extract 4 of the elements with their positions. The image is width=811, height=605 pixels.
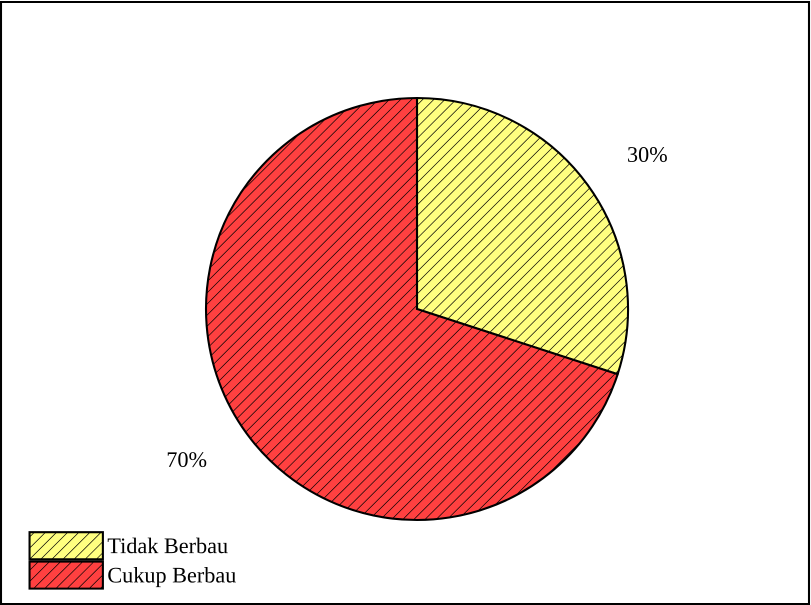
legend-label: Tidak Berbau [108,538,228,554]
data-label: 70% [168,452,206,468]
data-label: 30% [628,147,667,162]
legend-label: Cukup Berbau [108,567,236,588]
